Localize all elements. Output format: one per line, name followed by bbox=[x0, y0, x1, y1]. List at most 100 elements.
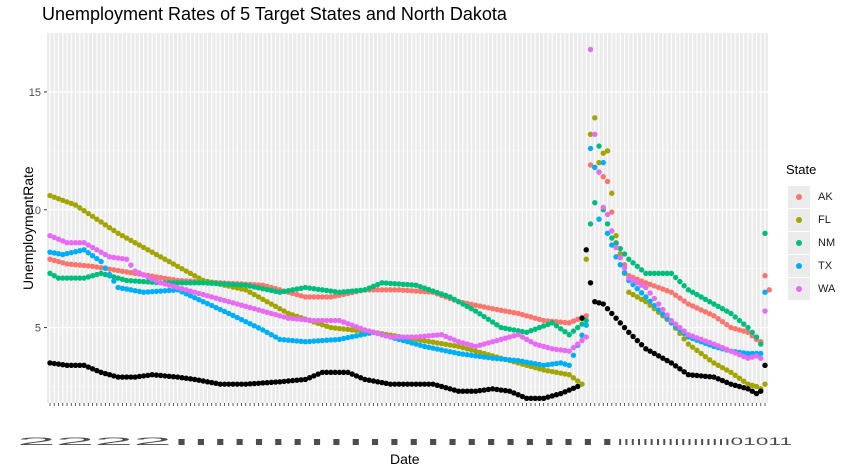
point-fl bbox=[111, 227, 117, 234]
point-north-dakota bbox=[285, 378, 292, 384]
point-ak bbox=[681, 298, 687, 304]
point-wa bbox=[243, 303, 249, 310]
point-ak bbox=[609, 209, 615, 215]
point-fl bbox=[477, 349, 483, 356]
point-ak bbox=[157, 274, 164, 281]
point-north-dakota bbox=[613, 315, 619, 321]
point-fl bbox=[438, 340, 445, 347]
point-nm bbox=[353, 287, 360, 294]
point-north-dakota bbox=[243, 381, 249, 387]
point-north-dakota bbox=[728, 381, 734, 387]
point-fl bbox=[604, 148, 611, 154]
legend-key bbox=[788, 231, 810, 254]
point-north-dakota bbox=[72, 362, 79, 368]
legend-key bbox=[788, 254, 810, 277]
point-ak bbox=[51, 257, 57, 264]
point-north-dakota bbox=[98, 369, 104, 376]
point-nm bbox=[558, 326, 564, 332]
point-tx bbox=[651, 302, 658, 309]
point-nm bbox=[362, 287, 368, 293]
point-wa bbox=[672, 321, 679, 327]
point-north-dakota bbox=[289, 377, 296, 384]
point-wa bbox=[119, 255, 126, 262]
point-tx bbox=[630, 281, 636, 288]
point-north-dakota bbox=[723, 379, 730, 386]
point-north-dakota bbox=[370, 378, 377, 384]
point-ak bbox=[311, 294, 317, 300]
point-north-dakota bbox=[179, 374, 185, 381]
point-tx bbox=[213, 304, 219, 311]
point-fl bbox=[119, 232, 126, 239]
point-tx bbox=[298, 338, 304, 345]
point-tx bbox=[55, 251, 62, 257]
point-north-dakota bbox=[272, 379, 279, 385]
point-wa bbox=[230, 300, 236, 306]
point-north-dakota bbox=[409, 381, 415, 387]
point-nm bbox=[315, 286, 321, 292]
point-north-dakota bbox=[421, 381, 428, 387]
point-ak bbox=[477, 303, 483, 309]
point-nm bbox=[604, 221, 611, 227]
point-tx bbox=[132, 287, 138, 294]
point-north-dakota bbox=[209, 379, 215, 386]
point-wa bbox=[247, 304, 253, 311]
point-nm bbox=[723, 308, 730, 314]
point-fl bbox=[81, 207, 87, 214]
point-tx bbox=[285, 337, 292, 343]
point-tx bbox=[166, 287, 172, 294]
point-wa bbox=[753, 353, 760, 359]
point-north-dakota bbox=[698, 373, 704, 379]
point-fl bbox=[162, 256, 168, 262]
point-wa bbox=[400, 334, 406, 340]
point-wa bbox=[540, 343, 547, 350]
point-nm bbox=[711, 301, 717, 307]
point-fl bbox=[289, 312, 296, 318]
point-wa bbox=[758, 355, 764, 361]
point-nm bbox=[749, 329, 755, 335]
point-tx bbox=[111, 278, 117, 284]
point-tx bbox=[349, 334, 355, 340]
point-nm bbox=[47, 270, 53, 277]
point-wa bbox=[187, 288, 194, 294]
point-fl bbox=[64, 199, 70, 205]
point-wa bbox=[323, 317, 330, 324]
point-fl bbox=[260, 296, 266, 303]
point-tx bbox=[47, 249, 53, 255]
point-wa bbox=[651, 295, 658, 302]
point-nm bbox=[566, 331, 572, 338]
y-tick-label: 5 bbox=[35, 323, 41, 335]
legend-key bbox=[788, 277, 810, 300]
point-ak bbox=[47, 256, 53, 262]
point-tx bbox=[234, 314, 240, 321]
point-wa bbox=[255, 307, 262, 313]
point-ak bbox=[481, 304, 487, 310]
point-wa bbox=[196, 290, 202, 297]
point-north-dakota bbox=[366, 377, 372, 383]
point-nm bbox=[464, 303, 470, 310]
point-north-dakota bbox=[609, 310, 615, 317]
point-fl bbox=[447, 342, 453, 348]
point-ak bbox=[643, 280, 649, 286]
point-wa bbox=[553, 346, 560, 353]
point-wa bbox=[192, 289, 198, 295]
point-north-dakota bbox=[332, 369, 338, 376]
point-north-dakota bbox=[685, 372, 692, 378]
point-tx bbox=[268, 331, 275, 338]
point-fl bbox=[702, 353, 709, 360]
point-ak bbox=[694, 305, 700, 311]
point-north-dakota bbox=[213, 380, 219, 387]
point-ak bbox=[672, 292, 679, 298]
point-tx bbox=[647, 298, 653, 304]
point-tx bbox=[226, 310, 232, 317]
point-north-dakota bbox=[689, 372, 696, 378]
point-fl bbox=[106, 224, 113, 231]
point-ak bbox=[72, 262, 79, 268]
point-wa bbox=[528, 339, 534, 345]
point-north-dakota bbox=[468, 388, 475, 394]
point-wa bbox=[157, 280, 164, 286]
point-north-dakota bbox=[655, 353, 662, 359]
point-nm bbox=[621, 251, 628, 257]
point-nm bbox=[698, 294, 704, 300]
point-nm bbox=[328, 288, 334, 294]
point-tx bbox=[562, 361, 568, 367]
